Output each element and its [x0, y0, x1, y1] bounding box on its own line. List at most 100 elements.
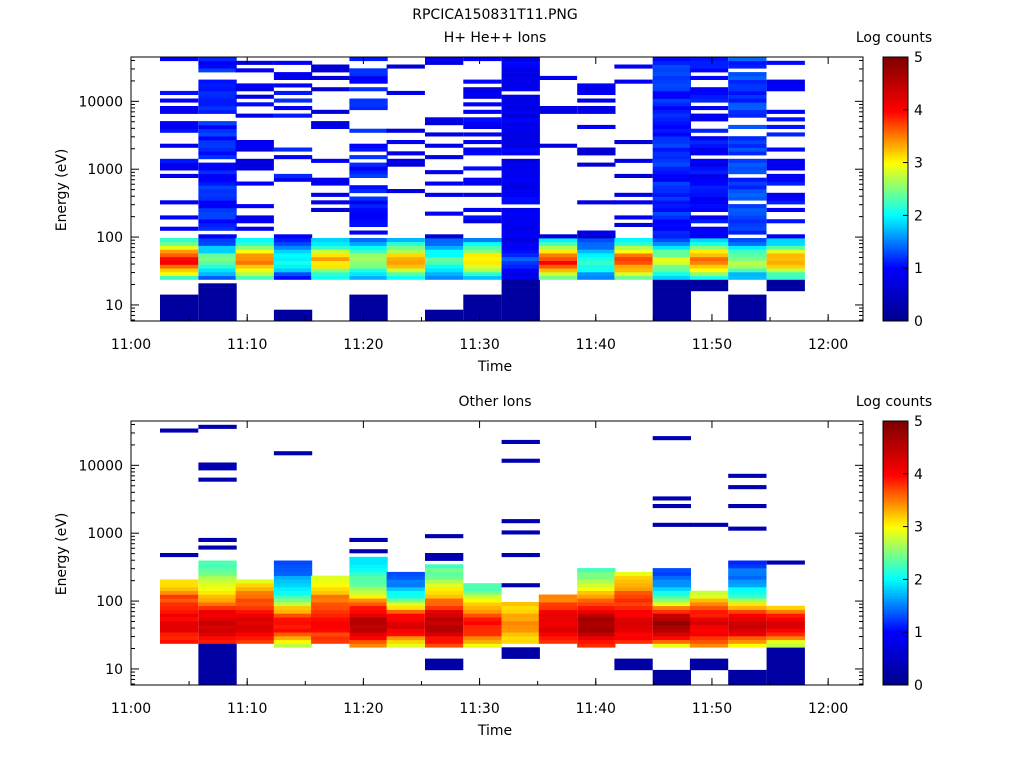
heatmap-cell [349, 98, 388, 103]
colorbar-segment [883, 286, 908, 290]
heatmap-cell [160, 579, 199, 584]
heatmap-cell [614, 590, 653, 595]
heatmap-cell [538, 639, 578, 644]
heatmap-cell [689, 632, 729, 637]
heatmap-cell [425, 241, 464, 246]
heatmap-cell [538, 264, 578, 269]
colorbar-segment [883, 178, 908, 182]
heatmap-cell [463, 147, 502, 152]
heatmap-cell [689, 230, 729, 235]
heatmap-cell [728, 568, 767, 573]
heatmap-cell [689, 166, 729, 171]
colorbar-segment [883, 276, 908, 280]
colorbar-segment [883, 257, 908, 261]
colorbar-segment [883, 302, 908, 306]
colorbar-segment [883, 236, 908, 240]
heatmap-cell [652, 230, 691, 235]
heatmap-cell [501, 272, 540, 277]
heatmap-cell [689, 136, 729, 141]
heatmap-cell [577, 605, 616, 610]
heatmap-cell [198, 283, 237, 288]
heatmap-cell [386, 272, 425, 277]
colorbar-segment [883, 616, 908, 620]
heatmap-cell [766, 560, 805, 565]
heatmap-cell [349, 549, 388, 554]
heatmap-cell [766, 253, 805, 258]
heatmap-cell [728, 219, 767, 224]
heatmap-cell [538, 241, 578, 246]
heatmap-cell [160, 173, 199, 178]
heatmap-cell [386, 590, 425, 595]
heatmap-cell [425, 617, 464, 622]
heatmap-cell [349, 275, 388, 280]
heatmap-cell [766, 241, 805, 246]
heatmap-cell [235, 602, 274, 607]
heatmap-cell [501, 207, 540, 212]
colorbar-segment [883, 423, 908, 427]
heatmap-cell [273, 609, 313, 614]
heatmap-cell [235, 158, 274, 163]
colorbar-segment [883, 674, 908, 678]
colorbar-segment [883, 93, 908, 97]
colorbar-segment [883, 605, 908, 609]
heatmap-cell [501, 177, 540, 182]
colorbar-segment [883, 252, 908, 256]
heatmap-cell [728, 241, 767, 246]
colorbar-tick-label: 5 [914, 414, 923, 430]
heatmap-cell [766, 647, 805, 652]
heatmap-cell [198, 466, 237, 471]
heatmap-cell [349, 215, 388, 220]
heatmap-cell [614, 192, 653, 197]
heatmap-cell [652, 628, 691, 633]
heatmap-cell [160, 602, 199, 607]
heatmap-cell [235, 609, 274, 614]
heatmap-cell [198, 462, 237, 467]
heatmap-cell [652, 272, 691, 277]
heatmap-cell [689, 113, 729, 118]
heatmap-cell [463, 256, 502, 261]
colorbar-segment [883, 645, 908, 649]
heatmap-cell [766, 636, 805, 641]
heatmap-cell [386, 256, 425, 261]
heatmap-cell [160, 613, 199, 618]
heatmap-cell [311, 579, 350, 584]
heatmap-cell [198, 249, 237, 254]
heatmap-cell [273, 586, 313, 591]
heatmap-cell [501, 57, 540, 62]
heatmap-cell [463, 260, 502, 265]
heatmap-cell [160, 609, 199, 614]
heatmap-cell [577, 636, 616, 641]
heatmap-cell [501, 94, 540, 99]
heatmap-cell [689, 204, 729, 209]
heatmap-cell [386, 151, 425, 156]
heatmap-cell [652, 294, 691, 299]
heatmap-cell [766, 132, 805, 137]
heatmap-cell [198, 155, 237, 160]
heatmap-cell [577, 200, 616, 205]
x-tick-label: 11:30 [459, 337, 499, 353]
heatmap-cell [614, 617, 653, 622]
heatmap-cell [652, 287, 691, 292]
heatmap-cell [501, 639, 540, 644]
heatmap-cell [501, 192, 540, 197]
heatmap-cell [463, 602, 502, 607]
heatmap-cell [349, 249, 388, 254]
heatmap-cell [689, 90, 729, 95]
heatmap-cell [501, 140, 540, 145]
heatmap-cell [689, 94, 729, 99]
heatmap-cell [501, 260, 540, 265]
heatmap-cell [235, 579, 274, 584]
heatmap-cell [689, 64, 729, 69]
heatmap-cell [501, 279, 540, 284]
heatmap-cell [198, 140, 237, 145]
heatmap-cell [349, 68, 388, 73]
heatmap-cell [235, 143, 274, 148]
heatmap-cell [425, 534, 464, 539]
heatmap-cell [689, 181, 729, 186]
heatmap-cell [273, 260, 313, 265]
heatmap-cell [652, 436, 691, 441]
colorbar-segment [883, 521, 908, 525]
colorbar-segment [883, 191, 908, 195]
heatmap-cell [463, 583, 502, 588]
heatmap-cell [463, 181, 502, 186]
